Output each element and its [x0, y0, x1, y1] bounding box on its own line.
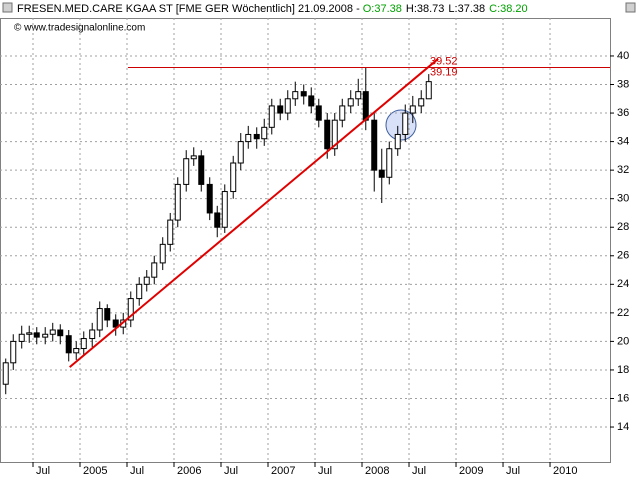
candle-body	[42, 333, 49, 338]
window-icon[interactable]	[625, 2, 636, 13]
candle-body	[355, 91, 362, 100]
candle-body	[73, 348, 80, 354]
candle-body	[206, 183, 213, 214]
candle-body	[300, 91, 307, 97]
y-tick-label: 32	[617, 164, 629, 176]
y-tick-label: 34	[617, 136, 629, 148]
candle-body	[104, 308, 111, 321]
x-tick-label: Jul	[506, 465, 520, 477]
candle-body	[315, 105, 322, 121]
candle-body	[26, 332, 33, 335]
candle-body	[253, 133, 260, 140]
candle-body	[136, 283, 143, 300]
candle-body	[418, 98, 425, 107]
y-tick-label: 22	[617, 307, 629, 319]
candle-body	[425, 81, 432, 100]
x-tick-label: Jul	[36, 465, 50, 477]
y-tick-label: 20	[617, 335, 629, 347]
level-label: 39.19	[430, 66, 458, 78]
candle-body	[190, 155, 197, 160]
trendline	[69, 58, 439, 368]
quote-value: H:38.73	[406, 3, 445, 15]
x-tick-label: 2008	[365, 465, 389, 477]
candle-body	[331, 119, 338, 150]
y-tick-label: 36	[617, 107, 629, 119]
candle-body	[292, 91, 299, 100]
y-tick-label: 28	[617, 221, 629, 233]
candle-body	[402, 112, 409, 135]
y-tick-label: 30	[617, 193, 629, 205]
candle-body	[151, 262, 158, 278]
x-tick-label: Jul	[224, 465, 238, 477]
menu-icon[interactable]	[2, 2, 13, 13]
plot-frame	[0, 18, 611, 463]
candle-body	[394, 133, 401, 150]
candle-body	[230, 162, 237, 193]
candle-body	[237, 141, 244, 164]
quote-value: O:37.38	[363, 3, 402, 15]
x-tick-label: Jul	[318, 465, 332, 477]
y-tick-label: 40	[617, 50, 629, 62]
candle-body	[198, 155, 205, 185]
candle-body	[57, 329, 64, 337]
candle-body	[371, 119, 378, 171]
candle-body	[65, 335, 72, 354]
chart-title: FRESEN.MED.CARE KGAA ST [FME GER Wöchent…	[17, 3, 360, 15]
candle-body	[89, 329, 96, 340]
candle-body	[2, 362, 9, 385]
candle-body	[112, 319, 119, 328]
candle-body	[214, 212, 221, 228]
y-tick-label: 18	[617, 364, 629, 376]
x-tick-label: 2010	[553, 465, 577, 477]
candle-body	[10, 340, 17, 364]
candle-body	[261, 126, 268, 140]
highlight-circle	[385, 109, 417, 141]
quote-value: L:37.38	[448, 3, 485, 15]
x-tick-label: 2009	[459, 465, 483, 477]
y-tick-label: 26	[617, 250, 629, 262]
candle-body	[339, 105, 346, 121]
candle-body	[362, 91, 369, 121]
y-tick-label: 16	[617, 392, 629, 404]
x-tick-label: 2007	[271, 465, 295, 477]
x-tick-label: Jul	[412, 465, 426, 477]
candle-body	[324, 119, 331, 150]
candle-body	[409, 105, 416, 114]
candle-body	[33, 332, 40, 338]
candle-body	[284, 98, 291, 114]
candle-body	[127, 298, 134, 321]
candle-body	[378, 169, 385, 178]
x-tick-label: 2005	[83, 465, 107, 477]
candle-body	[143, 276, 150, 285]
candle-body	[245, 133, 252, 143]
candle-body	[18, 333, 25, 342]
x-tick-label: Jul	[130, 465, 144, 477]
candle-body	[167, 219, 174, 245]
candle-body	[183, 158, 190, 185]
y-tick-label: 24	[617, 278, 629, 290]
candle-body	[386, 148, 393, 178]
quote-value: C:38.20	[489, 3, 528, 15]
candle-body	[277, 105, 284, 114]
candle-body	[308, 95, 315, 107]
candle-body	[96, 308, 103, 331]
candle-body	[347, 98, 354, 107]
y-tick-label: 38	[617, 78, 629, 90]
candle-body	[174, 183, 181, 221]
candle-body	[221, 191, 228, 228]
y-tick-label: 14	[617, 421, 629, 433]
candle-body	[49, 329, 56, 335]
candle-body	[159, 243, 166, 264]
candle-body	[268, 105, 275, 128]
candle-body	[80, 338, 87, 350]
x-tick-label: 2006	[177, 465, 201, 477]
